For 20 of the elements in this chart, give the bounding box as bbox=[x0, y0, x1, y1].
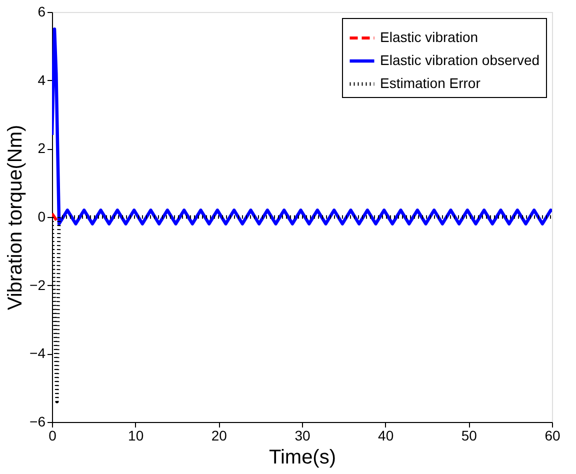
x-tick-label: 20 bbox=[211, 428, 228, 444]
legend-label: Elastic vibration observed bbox=[380, 52, 540, 68]
line-series bbox=[52, 27, 552, 226]
y-tick-label: −6 bbox=[30, 414, 46, 430]
y-axis-title: Vibration torque(Nm) bbox=[4, 124, 27, 310]
legend-label: Elastic vibration bbox=[380, 29, 478, 45]
y-tick-label: 6 bbox=[38, 4, 46, 20]
x-axis-title: Time(s) bbox=[268, 446, 336, 468]
x-tick-label: 40 bbox=[378, 428, 394, 444]
y-tick-label: 2 bbox=[38, 140, 46, 156]
y-tick-label: −2 bbox=[30, 276, 46, 293]
x-tick-label: 50 bbox=[461, 428, 478, 444]
y-tick-label: −4 bbox=[30, 345, 46, 362]
x-tick-label: 30 bbox=[294, 428, 310, 444]
x-tick-label: 10 bbox=[128, 428, 144, 444]
y-tick-label: 4 bbox=[38, 72, 46, 88]
x-tick-label: 0 bbox=[48, 428, 57, 444]
y-tick-label: 0 bbox=[38, 208, 46, 224]
x-tick-label: 60 bbox=[544, 428, 560, 444]
legend-label: Estimation Error bbox=[380, 75, 481, 91]
